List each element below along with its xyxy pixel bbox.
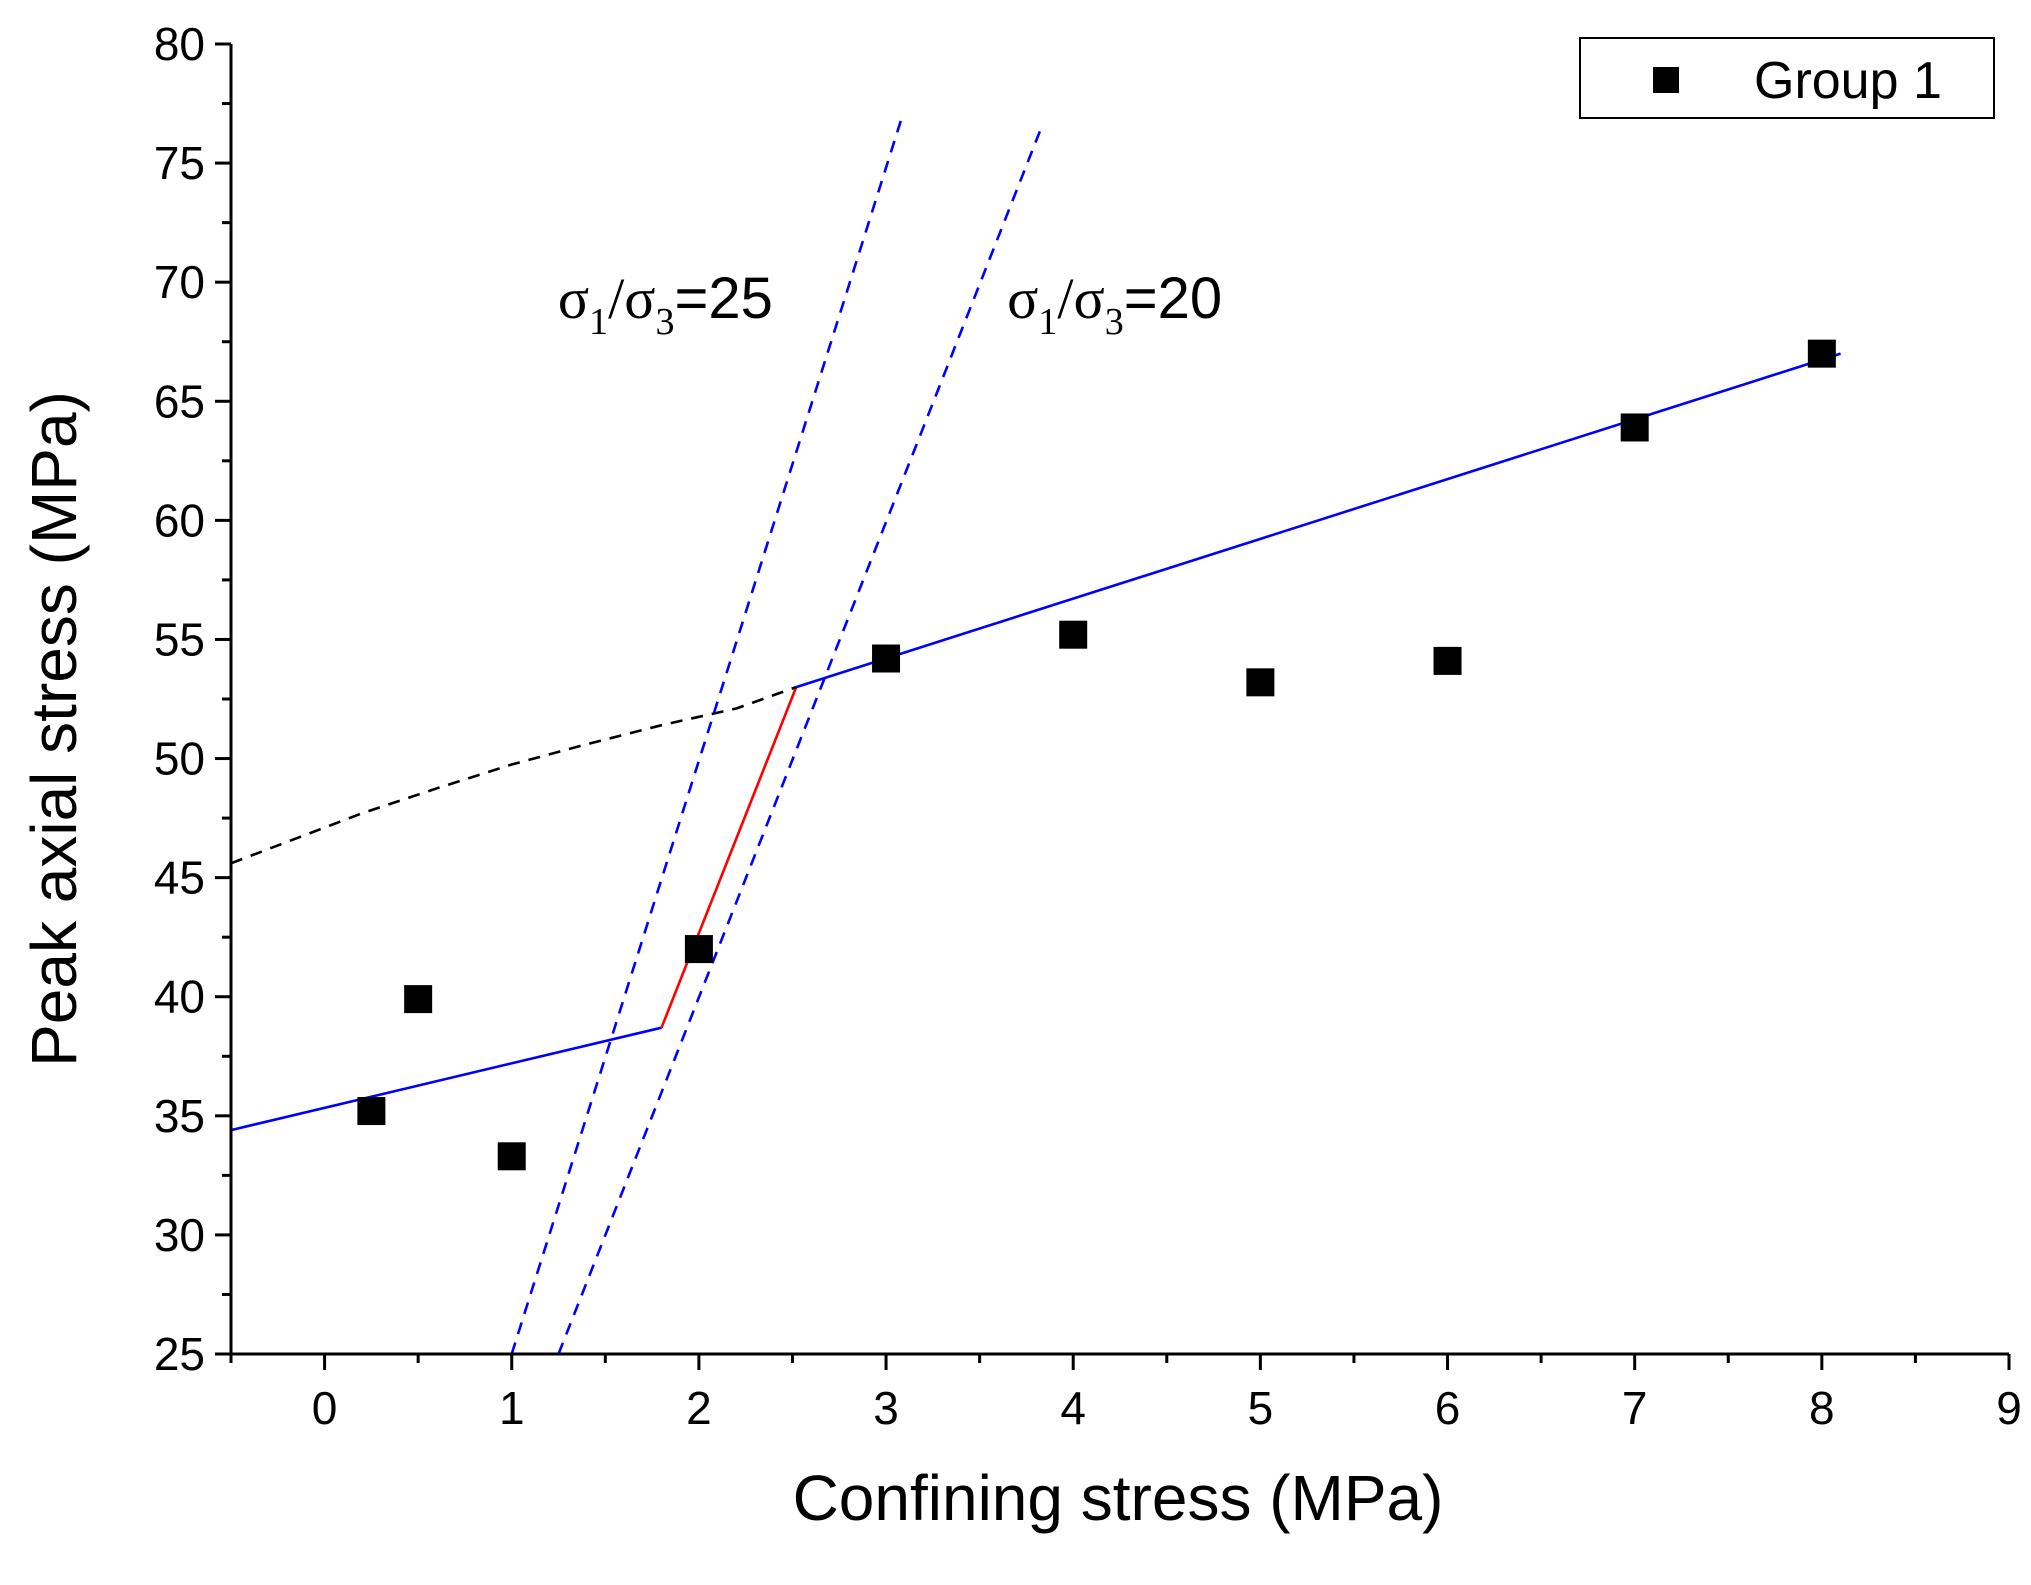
x-tick-label: 9 xyxy=(1996,1382,2022,1434)
legend-label: Group 1 xyxy=(1754,52,1942,110)
x-axis-title: Confining stress (MPa) xyxy=(793,1462,1444,1534)
y-tick-label: 60 xyxy=(154,494,205,546)
y-tick-label: 80 xyxy=(154,18,205,70)
y-tick-label: 75 xyxy=(154,137,205,189)
ratio-20-label: σ1/σ3=20 xyxy=(1007,266,1222,343)
data-point xyxy=(357,1097,386,1126)
y-tick-label: 40 xyxy=(154,971,205,1023)
x-tick-label: 1 xyxy=(499,1382,525,1434)
data-point xyxy=(1059,620,1088,649)
data-point xyxy=(404,985,433,1014)
y-tick-label: 35 xyxy=(154,1090,205,1142)
x-tick-label: 0 xyxy=(312,1382,338,1434)
ratio-20-line xyxy=(557,126,1043,1355)
legend: Group 1 xyxy=(1579,37,1995,119)
high-confinement-fit xyxy=(795,352,1841,689)
data-point xyxy=(1433,646,1462,675)
y-tick-label: 55 xyxy=(154,613,205,665)
low-confinement-fit xyxy=(230,1026,662,1132)
data-point xyxy=(1807,339,1836,368)
data-point xyxy=(872,644,901,673)
y-tick-label: 50 xyxy=(154,733,205,785)
y-tick-label: 65 xyxy=(154,375,205,427)
data-point xyxy=(1620,413,1649,442)
x-tick-label: 8 xyxy=(1809,1382,1835,1434)
y-tick-label: 70 xyxy=(154,256,205,308)
extrapolation xyxy=(230,685,797,865)
data-points xyxy=(357,339,1836,1171)
fit-lines xyxy=(230,119,1841,1355)
annotations: σ1/σ3=25 σ1/σ3=20 xyxy=(558,266,1222,343)
x-tick-label: 3 xyxy=(873,1382,899,1434)
y-tick-label: 30 xyxy=(154,1209,205,1261)
x-tick-label: 2 xyxy=(686,1382,712,1434)
x-tick-label: 6 xyxy=(1435,1382,1461,1434)
axes xyxy=(229,44,2009,1356)
legend-marker xyxy=(1653,67,1679,93)
y-axis-title: Peak axial stress (MPa) xyxy=(18,391,90,1067)
data-point xyxy=(684,935,713,964)
x-tick-label: 4 xyxy=(1060,1382,1086,1434)
data-point xyxy=(497,1142,526,1171)
x-tick-label: 5 xyxy=(1248,1382,1274,1434)
y-tick-label: 45 xyxy=(154,852,205,904)
ratio-25-label: σ1/σ3=25 xyxy=(558,266,773,343)
y-tick-label: 25 xyxy=(154,1328,205,1380)
legend-box xyxy=(1579,37,1995,119)
transition xyxy=(660,686,798,1029)
data-point xyxy=(1246,668,1275,697)
x-tick-label: 7 xyxy=(1622,1382,1648,1434)
ratio-25-line xyxy=(510,119,903,1355)
